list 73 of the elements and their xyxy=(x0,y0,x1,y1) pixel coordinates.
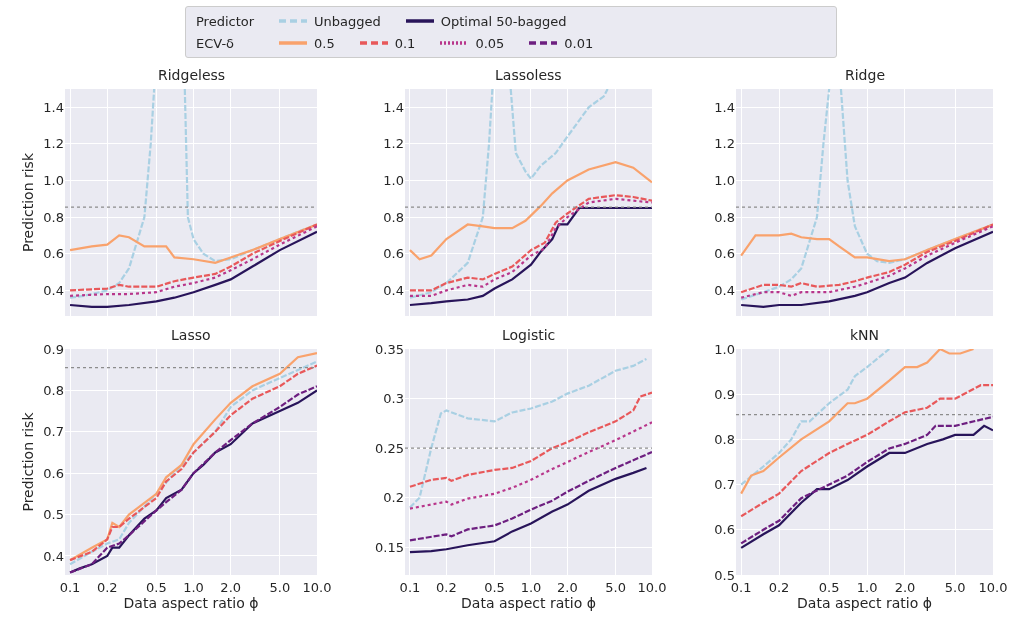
legend-label: 0.5 xyxy=(314,35,335,51)
chart-title: Logistic xyxy=(502,327,556,343)
y-tick-label: 0.4 xyxy=(383,282,404,298)
y-tick-label: 0.7 xyxy=(43,424,64,440)
y-tick-label: 0.6 xyxy=(714,246,735,262)
x-tick-label: 0.5 xyxy=(146,579,167,595)
y-tick-label: 1.0 xyxy=(714,341,735,357)
x-tick-label: 2.0 xyxy=(894,579,916,595)
x-tick-label: 1.0 xyxy=(520,579,542,595)
y-tick-label: 0.9 xyxy=(43,341,64,357)
x-tick-label: 2.0 xyxy=(220,579,242,595)
y-tick-label: 0.8 xyxy=(43,209,64,225)
legend-label: 0.1 xyxy=(394,35,416,51)
y-tick-label: 0.8 xyxy=(43,382,64,398)
legend-label: Unbagged xyxy=(314,13,381,29)
x-tick-label: 0.2 xyxy=(768,579,790,595)
x-tick-label: 0.5 xyxy=(818,579,840,595)
legend-title: Predictor xyxy=(195,13,256,29)
x-tick-label: 0.2 xyxy=(96,579,118,595)
legend-label: 0.05 xyxy=(475,35,505,51)
y-tick-label: 1.0 xyxy=(714,173,735,189)
chart-title: Lasso xyxy=(171,327,211,343)
y-tick-label: 0.25 xyxy=(375,440,404,456)
y-tick-label: 0.8 xyxy=(714,431,735,447)
x-tick-label: 1.0 xyxy=(183,579,204,595)
y-tick-label: 0.6 xyxy=(43,465,64,481)
x-axis-title: Data aspect ratio ϕ xyxy=(461,594,596,611)
x-axis-title: Data aspect ratio ϕ xyxy=(797,594,932,611)
y-tick-label: 1.4 xyxy=(43,99,64,115)
chart-title: kNN xyxy=(850,327,880,343)
x-tick-label: 1.0 xyxy=(856,579,878,595)
x-tick-label: 5.0 xyxy=(605,579,626,595)
x-tick-label: 0.1 xyxy=(399,579,421,595)
legend-label: Optimal 50-bagged xyxy=(440,13,567,29)
x-tick-label: 0.2 xyxy=(436,579,457,595)
y-tick-label: 0.4 xyxy=(714,282,735,298)
y-tick-label: 0.35 xyxy=(375,341,404,357)
y-tick-label: 0.5 xyxy=(43,507,64,523)
y-tick-label: 1.4 xyxy=(383,99,404,115)
y-tick-label: 0.8 xyxy=(383,209,404,225)
y-tick-label: 1.0 xyxy=(43,173,64,189)
chart-title: Ridge xyxy=(845,67,886,83)
y-tick-label: 1.2 xyxy=(43,136,64,152)
y-tick-label: 0.8 xyxy=(714,209,735,225)
y-tick-label: 1.4 xyxy=(714,99,735,115)
y-tick-label: 0.4 xyxy=(43,548,64,564)
y-tick-label: 0.9 xyxy=(714,386,735,402)
x-tick-label: 2.0 xyxy=(557,579,578,595)
x-axis-title: Data aspect ratio ϕ xyxy=(123,594,259,611)
y-tick-label: 0.15 xyxy=(375,539,404,555)
y-tick-label: 0.6 xyxy=(714,522,735,538)
y-tick-label: 0.3 xyxy=(383,391,404,407)
y-tick-label: 1.2 xyxy=(714,136,735,152)
x-tick-label: 0.5 xyxy=(484,579,505,595)
x-tick-label: 5.0 xyxy=(944,579,966,595)
y-tick-label: 0.6 xyxy=(383,246,404,262)
x-tick-label: 10.0 xyxy=(302,579,332,595)
chart-title: Lassoless xyxy=(495,67,562,83)
text: ECV-δ xyxy=(195,35,236,51)
legend-label: 0.01 xyxy=(564,35,594,51)
x-tick-label: 10.0 xyxy=(637,579,667,595)
y-tick-label: 0.7 xyxy=(714,477,735,493)
y-axis-title: Prediction risk xyxy=(19,152,36,253)
y-tick-label: 0.6 xyxy=(43,246,64,262)
x-tick-label: 5.0 xyxy=(269,579,291,595)
y-tick-label: 1.2 xyxy=(383,136,404,152)
y-tick-label: 0.2 xyxy=(383,490,404,506)
x-tick-label: 10.0 xyxy=(978,579,1008,595)
chart-title: Ridgeless xyxy=(158,67,226,83)
y-tick-label: 0.4 xyxy=(43,282,64,298)
y-tick-label: 1.0 xyxy=(383,173,404,189)
y-axis-title: Prediction risk xyxy=(19,411,36,512)
x-tick-label: 0.1 xyxy=(59,579,81,595)
